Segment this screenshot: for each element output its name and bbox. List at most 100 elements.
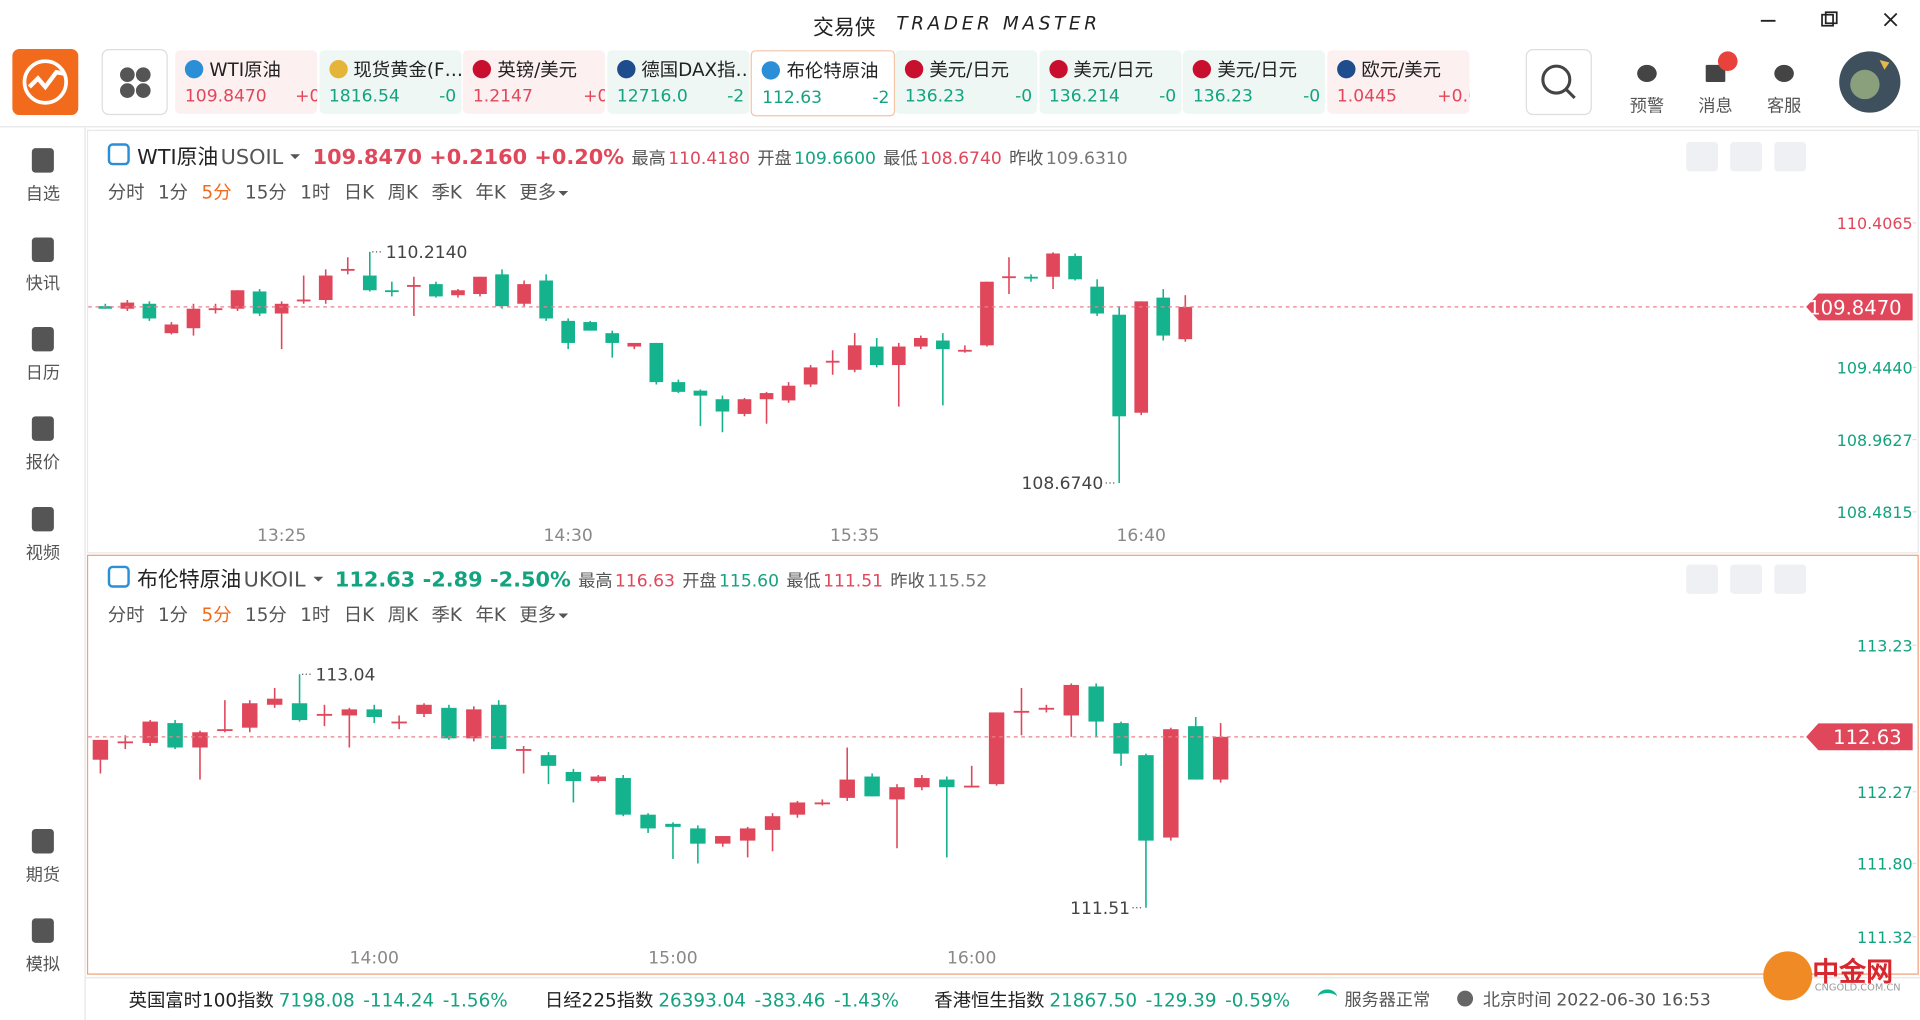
symbol-icon [107,143,130,166]
sidebar-item[interactable]: 期货 [0,825,86,886]
period-tab[interactable]: 分时 [107,181,145,204]
action-icon [1774,64,1794,83]
stat-value: 111.51 [823,571,884,592]
ticker-item[interactable]: 美元/日元 136.214 -0 [1039,50,1182,114]
ticker-price: 1.2147 [472,86,533,107]
period-tab[interactable]: 分时 [107,603,145,626]
symbol-name: 布伦特原油 [137,568,242,593]
sidebar-label: 日历 [25,363,60,384]
stat-label: 最低 [786,571,821,592]
action-icon [1705,64,1726,83]
period-tab[interactable]: 日K [343,181,375,204]
sidebar-item[interactable]: 报价 [0,413,86,474]
index-quote: 英国富时100指数 7198.08 -114.24 -1.56% [129,987,517,1013]
window-controls[interactable] [1751,10,1910,32]
period-tab[interactable]: 日K [343,603,375,626]
stat-label: 开盘 [757,149,792,169]
index-name: 英国富时100指数 [128,989,274,1012]
ticker-price: 12716.0 [616,86,688,107]
period-tab[interactable]: 15分 [245,603,287,626]
brand-name: 中金网 [1812,957,1894,989]
sidebar-icon [31,237,54,263]
ticker-item[interactable]: 德国DAX指… 12716.0 -2 [607,50,750,114]
period-tab[interactable]: 1分 [157,181,189,204]
change: +0.2160 [429,145,528,171]
period-tab[interactable]: 1分 [157,603,189,626]
period-tab[interactable]: 1时 [300,181,331,204]
ticker-change: -0 [1159,86,1177,107]
ticker-icon [904,60,924,79]
period-tab[interactable]: 周K [387,603,419,626]
tool-button[interactable] [1875,142,1908,172]
period-tab[interactable]: 更多 [519,181,557,204]
tool-button[interactable] [1686,564,1718,594]
sidebar-item[interactable]: 模拟 [0,915,86,976]
period-tab[interactable]: 季K [431,181,462,204]
menu-button[interactable] [101,48,168,116]
tool-button[interactable] [1831,142,1864,172]
ticker-price: 1816.54 [328,86,400,107]
logo[interactable] [12,48,79,116]
tool-button[interactable] [1774,142,1807,172]
tool-button[interactable] [1774,564,1807,594]
tool-button[interactable] [1875,564,1908,594]
period-tab[interactable]: 15分 [245,181,287,204]
ticker-item[interactable]: 美元/日元 136.23 -0 [895,50,1038,114]
sidebar-label: 模拟 [25,955,60,975]
tool-button[interactable] [1730,564,1763,594]
stat-value: 108.6740 [919,149,1002,169]
index-quote: 日经225指数 26393.04 -383.46 -1.43% [545,987,908,1013]
period-tab[interactable]: 5分 [201,181,232,204]
action-button[interactable]: 客服 [1760,59,1809,118]
sidebar-item[interactable]: 日历 [0,323,86,384]
ticker-price: 112.63 [762,88,823,108]
action-button[interactable]: 预警 [1622,59,1671,118]
period-tab[interactable]: 更多 [519,603,557,626]
tool-button[interactable] [1730,142,1763,172]
period-tab[interactable]: 年K [475,603,506,626]
tool-button[interactable] [1831,564,1864,594]
symbol-code[interactable]: UKOIL [243,568,306,593]
tool-button[interactable] [1686,142,1718,172]
dropdown [312,576,323,587]
stat-value: 115.52 [927,571,988,592]
sidebar-item[interactable]: 视频 [0,503,86,564]
ticker-item[interactable]: WTI原油 109.8470 +0 [175,50,318,114]
period-tab[interactable]: 季K [431,603,462,626]
ticker-price: 136.23 [904,86,965,107]
sidebar-item[interactable]: 自选 [0,144,86,205]
action-icon [1637,64,1657,83]
ticker-change: -0 [439,86,457,107]
ticker-name: 美元/日元 [1217,58,1298,81]
ticker-name: 布伦特原油 [786,60,879,83]
index-change: -114.24 [363,989,435,1012]
ticker-icon [472,60,492,79]
period-tab[interactable]: 1时 [300,603,331,626]
search-button[interactable] [1525,48,1592,116]
ticker-item[interactable]: 美元/日元 136.23 -0 [1183,50,1326,114]
sidebar-item[interactable]: 快讯 [0,234,86,295]
action-button[interactable]: 消息 [1691,59,1740,118]
index-change: -129.39 [1145,989,1217,1012]
chart-panel-selected [86,554,1919,975]
ticker-item[interactable]: 布伦特原油 112.63 -2 [751,50,896,117]
symbol-code[interactable]: USOIL [220,145,284,171]
index-percent: -0.59% [1225,989,1291,1012]
ticker-name: 美元/日元 [929,58,1010,81]
period-tab[interactable]: 5分 [201,603,232,626]
ticker-item[interactable]: 欧元/美元 1.0445 +0.06% [1327,50,1470,114]
ticker-item[interactable]: 英镑/美元 1.2147 +0 [463,50,606,114]
period-tab[interactable]: 年K [475,181,506,204]
avatar[interactable] [1838,50,1902,114]
ticker-change: -0 [1015,86,1033,107]
ticker-item[interactable]: 现货黄金(F… 1816.54 -0 [319,50,462,114]
ticker-name: 现货黄金(F… [353,58,462,81]
ticker-icon [1336,60,1356,79]
period-tab[interactable]: 周K [387,181,419,204]
ticker-icon [184,60,204,79]
dropdown [290,154,301,164]
wifi-icon [1317,989,1338,1005]
stat-label: 昨收 [1009,149,1044,169]
ticker-price: 136.214 [1048,86,1120,107]
index-value: 26393.04 [658,989,746,1012]
